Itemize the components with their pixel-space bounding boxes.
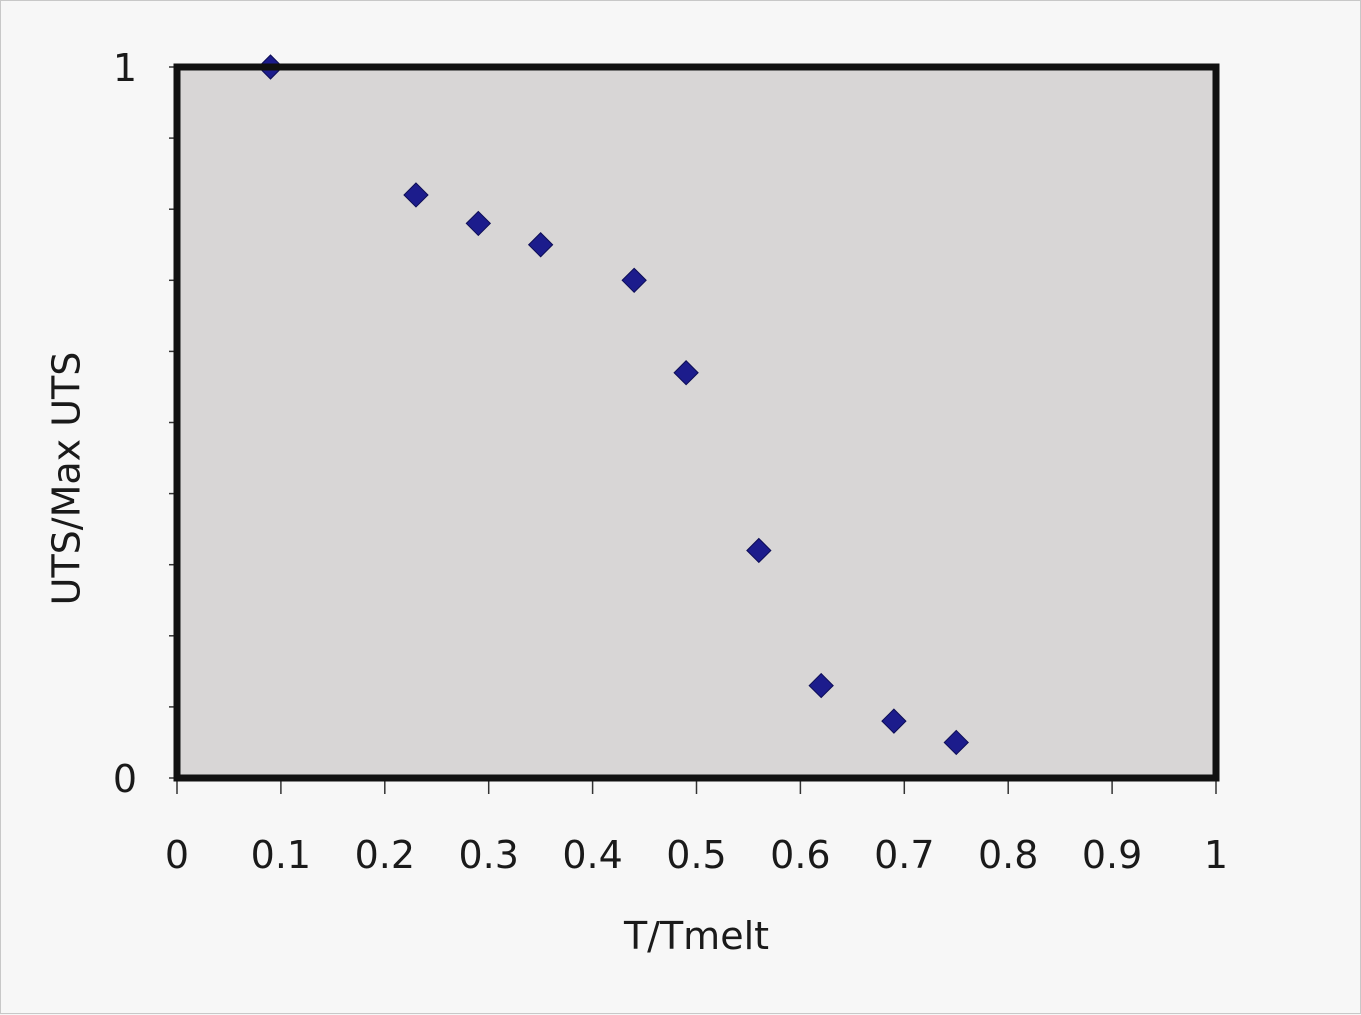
x-tick-label: 0.5 — [666, 833, 726, 877]
x-axis-title: T/Tmelt — [623, 914, 769, 958]
data-point-marker — [403, 182, 429, 208]
x-tick-label: 0.6 — [770, 833, 830, 877]
x-tick-label: 1 — [1204, 833, 1228, 877]
plot-area-background — [177, 67, 1216, 778]
y-axis-tick-labels: 01 — [113, 46, 137, 801]
x-tick-label: 0.8 — [978, 833, 1038, 877]
x-tick-label: 0.9 — [1082, 833, 1142, 877]
data-point-marker — [943, 729, 969, 756]
y-tick-label: 0 — [113, 757, 137, 801]
data-point-marker — [465, 210, 492, 237]
data-point-marker — [746, 537, 772, 564]
y-tick-label: 1 — [113, 46, 137, 90]
x-tick-label: 0.2 — [355, 833, 415, 877]
x-tick-label: 0.1 — [251, 833, 311, 877]
data-point-marker — [673, 360, 699, 386]
data-points — [257, 54, 969, 756]
x-tick-label: 0.7 — [874, 833, 934, 877]
x-axis-tick-labels: 0 0.1 0.2 0.3 0.4 0.5 0.6 0.7 0.8 0.9 1 — [165, 833, 1228, 877]
x-tick-label: 0.3 — [458, 833, 518, 877]
x-tick-label: 0 — [165, 833, 189, 877]
plot-area-frame — [173, 63, 1220, 782]
data-point-marker — [881, 708, 907, 734]
x-tick-label: 0.4 — [562, 833, 622, 877]
y-axis-title: UTS/Max UTS — [45, 352, 89, 606]
data-point-marker — [527, 232, 554, 258]
data-point-marker — [808, 672, 834, 699]
data-point-marker — [621, 267, 647, 294]
